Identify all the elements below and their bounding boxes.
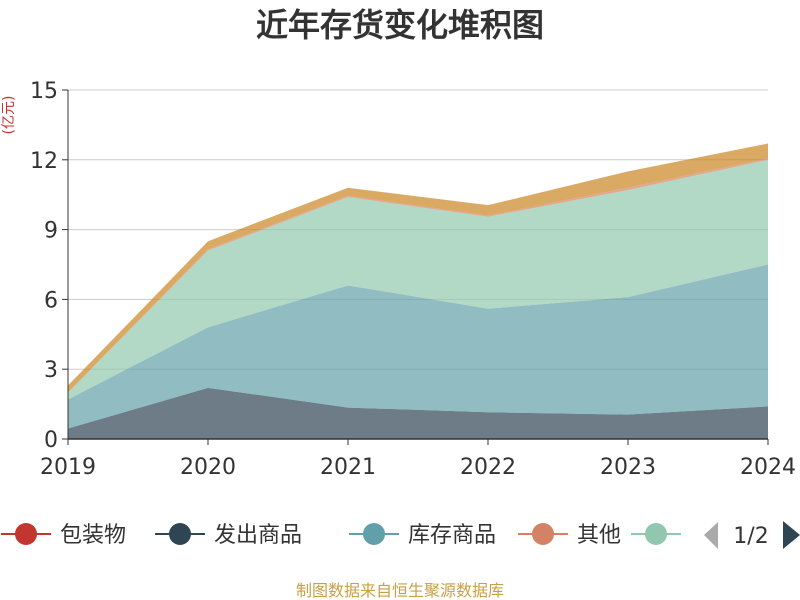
x-tick-label: 2023 [600, 455, 656, 480]
x-tick-label: 2020 [180, 455, 236, 480]
legend-page-indicator: 1/2 [733, 524, 768, 549]
chart-title: 近年存货变化堆积图 [256, 6, 544, 44]
x-tick-label: 2021 [320, 455, 376, 480]
legend-label: 库存商品 [408, 523, 496, 548]
legend-item[interactable]: 包装物 [1, 523, 126, 548]
y-tick-label: 6 [44, 288, 58, 313]
legend: 包装物 发出商品 库存商品 其他 [1, 523, 681, 548]
data-source-note: 制图数据来自恒生聚源数据库 [296, 581, 504, 600]
y-tick-label: 12 [30, 149, 58, 174]
legend-circle-icon [532, 523, 554, 545]
legend-label: 包装物 [60, 523, 126, 548]
legend-item[interactable] [631, 523, 681, 545]
legend-label: 发出商品 [214, 523, 302, 548]
x-tick-label: 2019 [40, 455, 96, 480]
legend-circle-icon [363, 523, 385, 545]
y-tick-label: 9 [44, 219, 58, 244]
area-series-1 [68, 264, 768, 429]
legend-prev-arrow-icon[interactable] [704, 522, 718, 549]
legend-next-arrow-icon[interactable] [783, 521, 800, 549]
y-axis-label: (亿元) [1, 96, 17, 135]
area-series-4 [68, 143, 768, 393]
legend-item[interactable]: 其他 [518, 523, 621, 548]
legend-circle-icon [645, 523, 667, 545]
area-series-group [68, 143, 768, 439]
legend-circle-icon [169, 523, 191, 545]
x-tick-label: 2022 [460, 455, 516, 480]
area-series-0 [68, 387, 768, 439]
legend-pager: 1/2 [704, 521, 800, 549]
legend-circle-icon [15, 523, 37, 545]
legend-item[interactable]: 库存商品 [349, 523, 496, 548]
y-tick-label: 15 [30, 79, 58, 104]
legend-label: 其他 [577, 523, 621, 548]
y-tick-label: 3 [44, 358, 58, 383]
axes: 0 3 6 9 12 15 2019 2020 2021 2022 2023 2024 [30, 79, 796, 480]
y-tick-label: 0 [44, 428, 58, 453]
x-tick-label: 2024 [740, 455, 796, 480]
area-series-2 [68, 159, 768, 400]
legend-item[interactable]: 发出商品 [155, 523, 302, 548]
